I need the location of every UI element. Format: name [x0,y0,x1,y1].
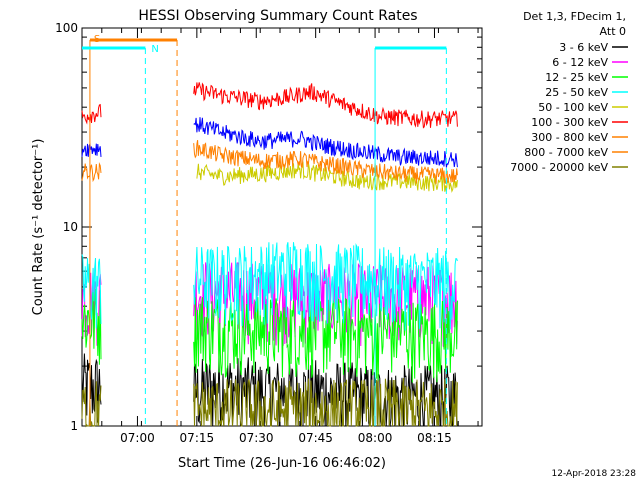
legend-entry-label: 3 - 6 keV [559,41,608,54]
legend: Det 1,3, FDecim 1, Att 0 3 - 6 keV 6 - 12 k… [510,10,628,174]
series-line-9 [81,117,458,168]
series-line-4 [196,161,458,193]
y-tick-label: 1 [70,419,78,433]
x-tick-label: 07:45 [298,431,333,445]
series-line-2 [81,289,458,383]
x-tick-label: 07:15 [180,431,215,445]
legend-entry-label: 50 - 100 keV [538,101,608,114]
series-layer [81,82,458,428]
series-line-8 [81,378,458,428]
legend-entry-label: 100 - 300 keV [531,116,608,129]
series-line-3 [81,242,458,331]
date-stamp: 12-Apr-2018 23:28 [552,469,637,479]
legend-entry-label: 25 - 50 keV [545,86,608,99]
legend-entry-label: 7000 - 20000 keV [510,161,608,174]
x-axis-label: Start Time (26-Jun-16 06:46:02) [178,456,386,471]
series-line-5 [81,82,458,129]
y-tick-label: 10 [63,220,78,234]
legend-entry-label: 12 - 25 keV [545,71,608,84]
y-axis: 1 10 100 [55,21,482,433]
legend-entry-label: 300 - 800 keV [531,131,608,144]
annotation-layer: SN [82,34,447,426]
x-tick-label: 08:15 [417,431,452,445]
x-tick-label: 07:00 [120,431,155,445]
legend-header-line2: Att 0 [600,25,626,38]
x-tick-label: 07:30 [239,431,274,445]
s-label: S [94,34,100,45]
y-axis-label: Count Rate (s⁻¹ detector⁻¹) [31,139,46,316]
legend-header-line1: Det 1,3, FDecim 1, [523,10,626,23]
chart-title: HESSI Observing Summary Count Rates [138,8,417,24]
legend-entry-label: 800 - 7000 keV [524,146,608,159]
y-tick-label: 100 [55,21,78,35]
n-label: N [151,44,158,55]
series-line-6 [81,140,458,185]
x-axis: 07:00 07:15 07:30 07:45 08:00 08:15 [81,28,479,445]
legend-entry-label: 6 - 12 keV [552,56,608,69]
x-tick-label: 08:00 [358,431,393,445]
